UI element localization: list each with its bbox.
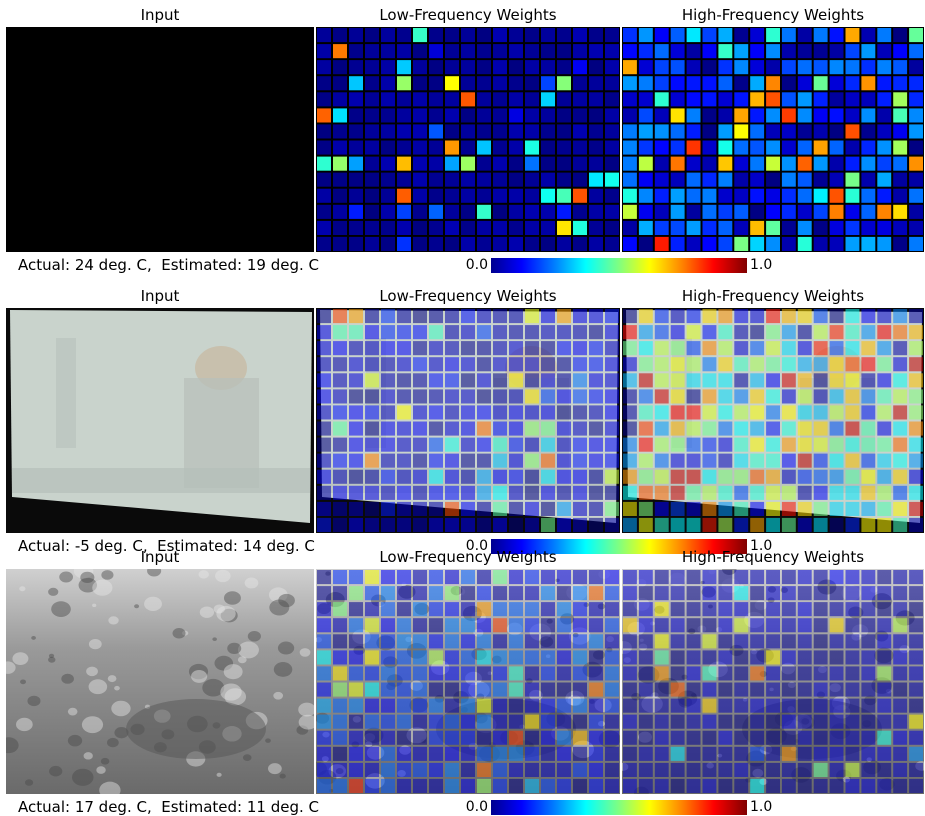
temperature-caption: Actual: 17 deg. C, Estimated: 11 deg. C	[18, 798, 319, 816]
low-frequency-title: Low-Frequency Weights	[379, 287, 557, 305]
high-frequency-heatmap	[622, 569, 924, 794]
colorbar-min-label: 0.0	[465, 538, 488, 554]
colorbar-min-label: 0.0	[465, 799, 488, 815]
input-image	[6, 569, 314, 794]
temperature-caption: Actual: 24 deg. C, Estimated: 19 deg. C	[18, 256, 319, 274]
high-frequency-heatmap	[622, 27, 924, 252]
low-frequency-title: Low-Frequency Weights	[379, 548, 557, 566]
colorbar-max-label: 1.0	[750, 538, 773, 554]
input-image	[6, 308, 314, 533]
colorbar	[491, 539, 747, 554]
colorbar-min-label: 0.0	[465, 257, 488, 273]
input-title: Input	[140, 548, 180, 566]
input-title: Input	[140, 6, 180, 24]
input-title: Input	[140, 287, 180, 305]
low-frequency-heatmap	[316, 27, 620, 252]
high-frequency-title: High-Frequency Weights	[681, 548, 865, 566]
colorbar	[491, 258, 747, 273]
high-frequency-heatmap	[622, 308, 924, 533]
high-frequency-title: High-Frequency Weights	[681, 287, 865, 305]
colorbar-max-label: 1.0	[750, 799, 773, 815]
high-frequency-title: High-Frequency Weights	[681, 6, 865, 24]
colorbar	[491, 800, 747, 815]
low-frequency-heatmap	[316, 569, 620, 794]
colorbar-max-label: 1.0	[750, 257, 773, 273]
figure-row-3: Input Low-Frequency Weights High-Frequen…	[0, 542, 925, 816]
low-frequency-heatmap	[316, 308, 620, 533]
figure-row-2: Input Low-Frequency Weights High-Frequen…	[0, 281, 925, 555]
temperature-caption: Actual: -5 deg. C, Estimated: 14 deg. C	[18, 537, 315, 555]
figure-row-1: Input Low-Frequency Weights High-Frequen…	[0, 0, 925, 274]
input-image	[6, 27, 314, 252]
low-frequency-title: Low-Frequency Weights	[379, 6, 557, 24]
